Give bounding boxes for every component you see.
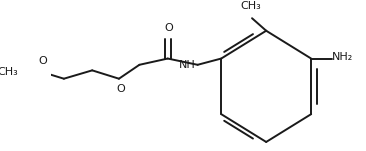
- Text: CH₃: CH₃: [240, 1, 261, 11]
- Text: O: O: [116, 84, 125, 94]
- Text: NH₂: NH₂: [332, 52, 353, 62]
- Text: CH₃: CH₃: [0, 67, 18, 77]
- Text: NH: NH: [179, 61, 196, 71]
- Text: O: O: [164, 23, 173, 33]
- Text: O: O: [38, 56, 47, 66]
